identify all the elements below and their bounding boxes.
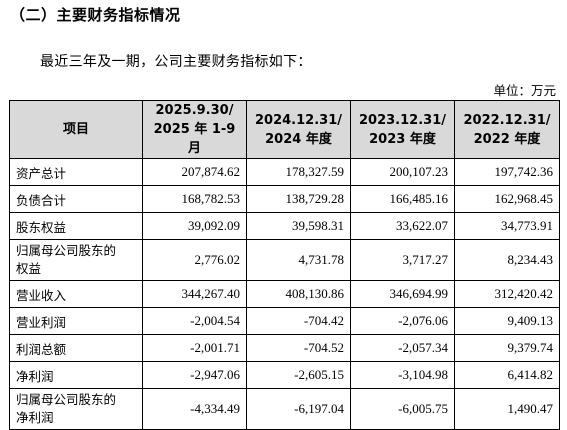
header-date: 2024.12.31/: [255, 112, 342, 128]
intro-text: 最近三年及一期，公司主要财务指标如下：: [40, 54, 312, 70]
row-label: 营业利润: [9, 307, 143, 335]
table-cell: 197,742.36: [454, 158, 560, 186]
table-cell: 166,485.16: [350, 185, 455, 213]
table-cell: 4,731.78: [246, 239, 351, 281]
table-row: 利润总额 -2,001.71 -704.52 -2,057.34 9,379.7…: [9, 334, 560, 362]
table-cell: 178,327.59: [246, 158, 351, 186]
row-label: 利润总额: [9, 334, 143, 362]
table-cell: 39,598.31: [246, 212, 351, 240]
table-cell: -6,197.04: [246, 388, 351, 430]
header-period-label: 2023 年度: [369, 131, 436, 147]
header-row: 项目 2025.9.30/2025 年 1-9 月 2024.12.31/202…: [9, 100, 560, 159]
table-cell: -704.52: [246, 334, 351, 362]
table-row: 股东权益 39,092.09 39,598.31 33,622.07 34,77…: [9, 212, 560, 240]
table-row: 归属母公司股东的 权益 2,776.02 4,731.78 3,717.27 8,…: [9, 239, 560, 281]
table-cell: 2,776.02: [142, 239, 247, 281]
financial-indicators-table: 项目 2025.9.30/2025 年 1-9 月 2024.12.31/202…: [9, 100, 560, 430]
table-cell: -2,057.34: [350, 334, 455, 362]
table-cell: 207,874.62: [142, 158, 247, 186]
table-cell: -2,605.15: [246, 361, 351, 389]
table-cell: -6,005.75: [350, 388, 455, 430]
header-date: 2022.12.31/: [463, 112, 551, 128]
header-period: 2024.12.31/2024 年度: [246, 100, 351, 159]
table-cell: -704.42: [246, 307, 351, 335]
row-label-line: 净利润: [16, 410, 54, 425]
table-row: 资产总计 207,874.62 178,327.59 200,107.23 19…: [9, 158, 560, 186]
table-cell: -2,004.54: [142, 307, 247, 335]
table-cell: 312,420.42: [454, 280, 560, 308]
row-label: 资产总计: [9, 158, 143, 186]
section-heading: （二）主要财务指标情况: [10, 6, 181, 24]
table-cell: 9,379.74: [454, 334, 560, 362]
table-cell: 1,490.47: [454, 388, 560, 430]
row-label: 净利润: [9, 361, 143, 389]
table-cell: -4,334.49: [142, 388, 247, 430]
row-label: 股东权益: [9, 212, 143, 240]
table-row: 负债合计 168,782.53 138,729.28 166,485.16 16…: [9, 185, 560, 213]
header-date: 2025.9.30/: [155, 103, 234, 118]
table-cell: 408,130.86: [246, 280, 351, 308]
row-label: 归属母公司股东的 净利润: [9, 388, 143, 430]
table-cell: 6,414.82: [454, 361, 560, 389]
table-row: 营业利润 -2,004.54 -704.42 -2,076.06 9,409.1…: [9, 307, 560, 335]
header-period-label: 2022 年度: [473, 131, 541, 147]
row-label: 归属母公司股东的 权益: [9, 239, 143, 281]
table-row: 净利润 -2,947.06 -2,605.15 -3,104.98 6,414.…: [9, 361, 560, 389]
table-cell: 8,234.43: [454, 239, 560, 281]
table-cell: -2,076.06: [350, 307, 455, 335]
table-cell: 344,267.40: [142, 280, 247, 308]
row-label: 负债合计: [9, 185, 143, 213]
table-cell: 200,107.23: [350, 158, 455, 186]
row-label-line: 归属母公司股东的: [16, 392, 117, 407]
table-cell: 168,782.53: [142, 185, 247, 213]
table-row: 归属母公司股东的 净利润 -4,334.49 -6,197.04 -6,005.7…: [9, 388, 560, 430]
table-cell: 9,409.13: [454, 307, 560, 335]
unit-label: 单位：万元: [493, 83, 556, 98]
table-cell: 162,968.45: [454, 185, 560, 213]
table-cell: -3,104.98: [350, 361, 455, 389]
table-cell: 3,717.27: [350, 239, 455, 281]
header-period: 2022.12.31/2022 年度: [454, 100, 560, 159]
table-cell: 33,622.07: [350, 212, 455, 240]
header-period: 2025.9.30/2025 年 1-9 月: [142, 100, 247, 159]
table-cell: 34,773.91: [454, 212, 560, 240]
table-cell: 138,729.28: [246, 185, 351, 213]
table-cell: -2,001.71: [142, 334, 247, 362]
table-cell: 346,694.99: [350, 280, 455, 308]
header-period-label: 2025 年 1-9 月: [153, 122, 236, 156]
table-cell: -2,947.06: [142, 361, 247, 389]
row-label-line: 归属母公司股东的: [16, 243, 117, 258]
table-row: 营业收入 344,267.40 408,130.86 346,694.99 31…: [9, 280, 560, 308]
header-item: 项目: [9, 100, 143, 159]
header-period: 2023.12.31/2023 年度: [350, 100, 455, 159]
header-date: 2023.12.31/: [359, 112, 446, 128]
header-period-label: 2024 年度: [265, 131, 332, 147]
row-label-line: 权益: [16, 261, 42, 276]
row-label: 营业收入: [9, 280, 143, 308]
table-cell: 39,092.09: [142, 212, 247, 240]
